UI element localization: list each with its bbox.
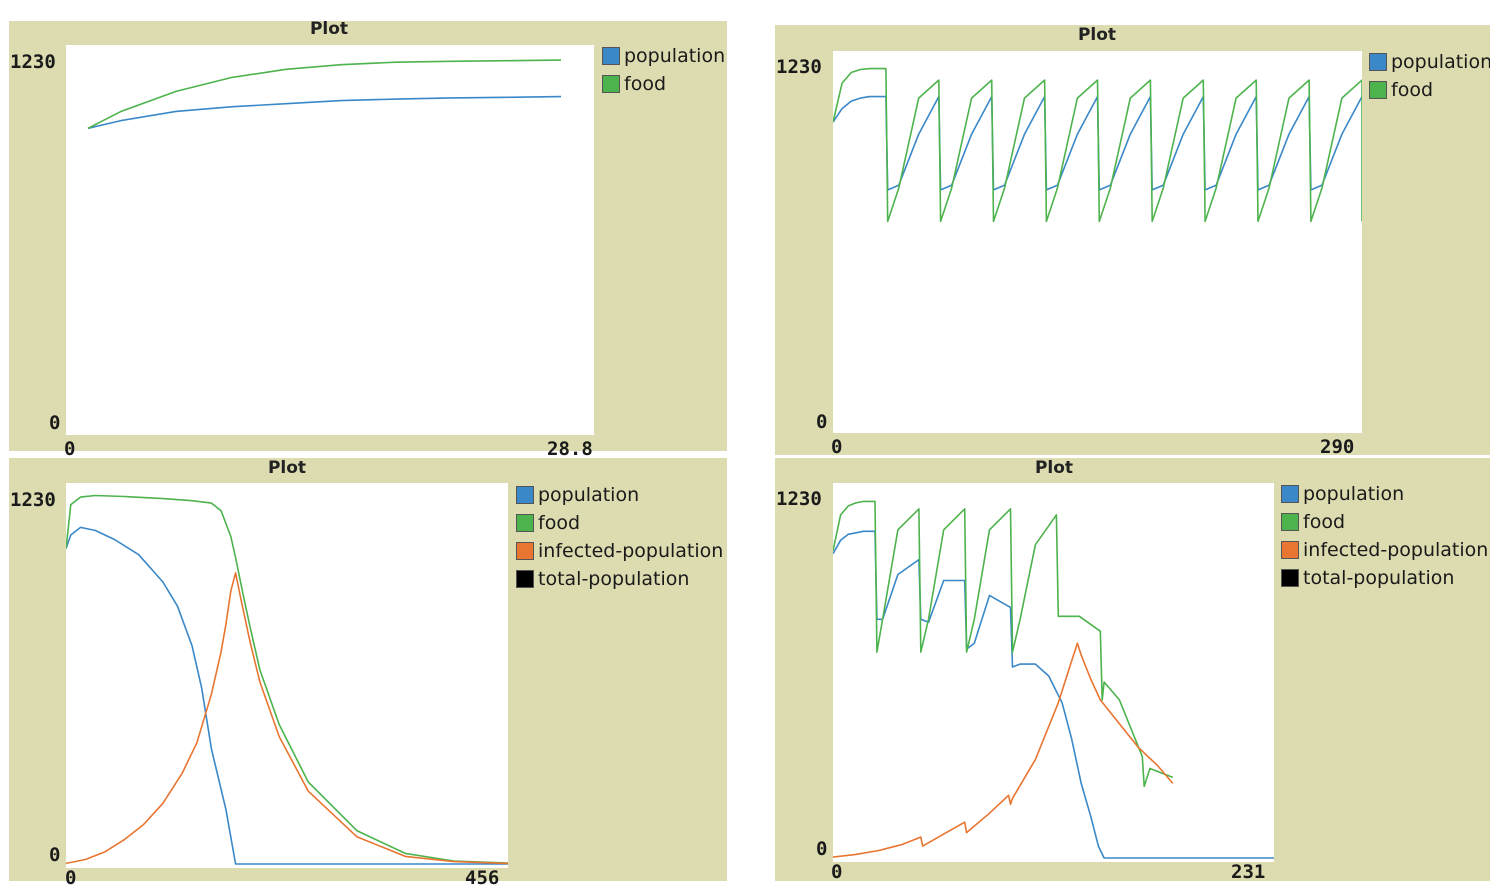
series-line-population	[87, 95, 562, 130]
plot-svg	[833, 67, 1362, 223]
series-line-food	[87, 59, 562, 130]
y-max-tick: 1230	[776, 56, 822, 78]
legend-label: food	[624, 73, 666, 95]
legend-item-population: population	[602, 42, 725, 70]
legend-item-food: food	[516, 509, 723, 537]
plot-area	[66, 45, 594, 435]
plot-title: Plot	[1034, 458, 1074, 478]
y-max-tick: 1230	[10, 489, 56, 511]
legend-item-population: population	[1281, 480, 1488, 508]
series-line-infected-population	[833, 642, 1174, 858]
x-max-tick: 231	[1231, 861, 1266, 883]
legend: population food infected-population tota…	[516, 481, 723, 593]
series-line-food	[66, 494, 508, 864]
y-min-tick: 0	[816, 411, 828, 433]
legend-swatch-infected-population	[516, 542, 534, 560]
legend-item-total-population: total-population	[516, 565, 723, 593]
plot-title: Plot	[1077, 25, 1117, 45]
legend: population food infected-population tota…	[1281, 480, 1488, 592]
legend-label: infected-population	[1303, 539, 1489, 561]
legend-label: food	[1303, 511, 1345, 533]
x-min-tick: 0	[831, 436, 843, 458]
legend-label: food	[1391, 79, 1433, 101]
legend-swatch-population	[1281, 485, 1299, 503]
x-max-tick: 28.8	[547, 438, 593, 460]
legend-swatch-population	[1369, 53, 1387, 71]
series-line-food	[833, 67, 1362, 223]
legend-swatch-total-population	[516, 570, 534, 588]
legend-swatch-infected-population	[1281, 541, 1299, 559]
series-line-population	[833, 95, 1362, 191]
legend-item-population: population	[1369, 48, 1490, 76]
plot-panel-3: Plot 1230 0 0 456 population food infect…	[9, 458, 727, 889]
legend-item-infected-population: infected-population	[1281, 536, 1488, 564]
plot-svg	[87, 59, 562, 130]
legend-label: infected-population	[538, 540, 724, 562]
legend-swatch-population	[602, 47, 620, 65]
legend: population food	[602, 42, 725, 98]
plot-title: Plot	[309, 19, 349, 39]
plot-panel-1: Plot 1230 0 0 28.8 population food	[9, 19, 727, 460]
legend-swatch-food	[1369, 81, 1387, 99]
x-max-tick: 456	[465, 867, 500, 889]
legend-label: total-population	[1303, 567, 1455, 589]
legend-label: population	[538, 484, 640, 506]
legend-item-food: food	[602, 70, 725, 98]
series-line-food	[833, 500, 1174, 788]
series-line-population	[66, 526, 508, 865]
plot-svg	[833, 500, 1274, 859]
legend-swatch-population	[516, 486, 534, 504]
plot-area	[833, 51, 1362, 433]
y-min-tick: 0	[49, 844, 61, 866]
legend-label: population	[1303, 483, 1405, 505]
x-min-tick: 0	[64, 438, 76, 460]
y-min-tick: 0	[49, 412, 61, 434]
series-line-population	[833, 530, 1274, 859]
legend-item-population: population	[516, 481, 723, 509]
legend-item-food: food	[1281, 508, 1488, 536]
plot-panel-2: Plot 1230 0 0 290 population food	[775, 25, 1490, 458]
legend-swatch-food	[516, 514, 534, 532]
plot-panel-4: Plot 1230 0 0 231 population food infect…	[775, 458, 1490, 883]
legend-item-total-population: total-population	[1281, 564, 1488, 592]
legend-item-infected-population: infected-population	[516, 537, 723, 565]
plot-title: Plot	[267, 458, 307, 478]
legend: population food	[1369, 48, 1490, 104]
x-min-tick: 0	[65, 867, 77, 889]
legend-item-food: food	[1369, 76, 1490, 104]
legend-swatch-food	[1281, 513, 1299, 531]
plot-svg	[66, 494, 508, 865]
plot-area	[66, 483, 508, 868]
legend-label: population	[624, 45, 726, 67]
legend-swatch-total-population	[1281, 569, 1299, 587]
plot-area	[833, 483, 1274, 862]
y-max-tick: 1230	[10, 51, 56, 73]
legend-label: total-population	[538, 568, 690, 590]
x-max-tick: 290	[1320, 436, 1355, 458]
y-max-tick: 1230	[776, 488, 822, 510]
series-line-infected-population	[66, 572, 508, 865]
y-min-tick: 0	[816, 838, 828, 860]
x-min-tick: 0	[831, 861, 843, 883]
legend-swatch-food	[602, 75, 620, 93]
legend-label: food	[538, 512, 580, 534]
legend-label: population	[1391, 51, 1490, 73]
